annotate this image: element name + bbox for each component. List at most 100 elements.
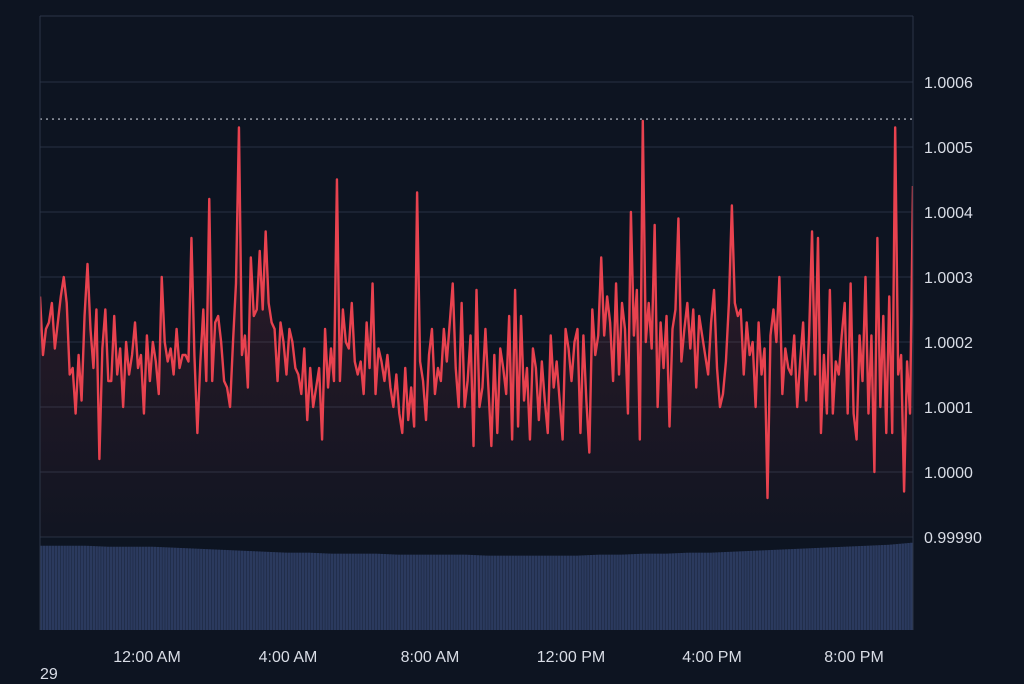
volume-bar bbox=[572, 555, 576, 630]
volume-bar bbox=[400, 554, 404, 630]
y-tick-label: 1.0002 bbox=[924, 335, 973, 352]
volume-bar bbox=[101, 546, 104, 630]
volume-bar bbox=[485, 555, 488, 630]
volume-bar bbox=[872, 545, 875, 630]
volume-bar bbox=[671, 553, 675, 630]
volume-bar bbox=[293, 552, 296, 630]
volume-bar bbox=[57, 545, 61, 630]
volume-bar bbox=[709, 552, 712, 630]
volume-bar bbox=[406, 554, 410, 630]
volume-bar bbox=[229, 550, 232, 630]
volume-bar bbox=[511, 555, 515, 630]
volume-bar bbox=[328, 553, 331, 630]
volume-bar bbox=[197, 548, 200, 630]
volume-bar bbox=[697, 552, 701, 630]
volume-bar bbox=[555, 555, 558, 630]
volume-bar bbox=[505, 555, 509, 630]
volume-bar bbox=[656, 553, 660, 630]
volume-bar bbox=[380, 553, 384, 630]
volume-bar bbox=[569, 555, 573, 630]
volume-bar bbox=[165, 547, 168, 630]
volume-bar bbox=[429, 554, 433, 630]
y-tick-label: 1.0005 bbox=[924, 140, 973, 157]
volume-bar bbox=[578, 555, 581, 630]
volume-bar bbox=[776, 549, 779, 630]
volume-bar bbox=[141, 546, 145, 630]
volume-bar bbox=[747, 550, 750, 630]
volume-bar bbox=[339, 553, 343, 630]
volume-bar bbox=[514, 555, 517, 630]
volume-bar bbox=[418, 554, 421, 630]
volume-bar bbox=[319, 553, 322, 630]
volume-bar bbox=[645, 553, 648, 630]
volume-bar bbox=[595, 554, 599, 630]
volume-bar bbox=[185, 548, 189, 630]
volume-bar bbox=[223, 549, 226, 630]
volume-bar bbox=[787, 549, 791, 630]
volume-bar bbox=[793, 548, 797, 630]
volume-bar bbox=[258, 551, 261, 630]
volume-bar bbox=[348, 553, 352, 630]
volume-bar bbox=[80, 545, 84, 630]
volume-bar bbox=[523, 555, 526, 630]
volume-bar bbox=[83, 545, 87, 630]
volume-bar bbox=[264, 551, 267, 630]
volume-bar bbox=[153, 546, 157, 630]
volume-bar bbox=[333, 553, 337, 630]
volume-bar bbox=[639, 553, 643, 630]
volume-bar bbox=[825, 547, 829, 630]
x-tick-label: 4:00 PM bbox=[682, 649, 742, 666]
volume-bar bbox=[784, 549, 788, 630]
volume-bar bbox=[517, 555, 520, 630]
volume-bar bbox=[674, 553, 677, 630]
volume-bar bbox=[904, 543, 907, 630]
volume-bar bbox=[121, 546, 125, 630]
volume-bar bbox=[281, 552, 285, 630]
volume-bar bbox=[575, 555, 579, 630]
volume-bar bbox=[409, 554, 413, 630]
volume-bar bbox=[403, 554, 407, 630]
volume-bar bbox=[686, 552, 689, 630]
volume-bar bbox=[907, 543, 910, 630]
volume-bar bbox=[651, 553, 654, 630]
volume-bar bbox=[51, 545, 55, 630]
volume-bar bbox=[540, 555, 544, 630]
x-tick-label: 12:00 AM bbox=[113, 649, 181, 666]
volume-bar bbox=[194, 548, 197, 630]
volume-bar bbox=[525, 555, 529, 630]
volume-bar bbox=[304, 552, 308, 630]
volume-bar bbox=[307, 552, 311, 630]
volume-bar bbox=[234, 550, 238, 630]
volume-bar bbox=[415, 554, 419, 630]
volume-bar bbox=[729, 551, 733, 630]
volume-bar bbox=[182, 548, 186, 630]
volume-bar bbox=[654, 553, 657, 630]
volume-bar bbox=[473, 555, 477, 630]
x-tick-label: 4:00 AM bbox=[259, 649, 318, 666]
volume-bar bbox=[563, 555, 567, 630]
volume-bar bbox=[613, 554, 616, 630]
volume-bar bbox=[534, 555, 538, 630]
volume-bar bbox=[115, 546, 119, 630]
volume-bar bbox=[598, 554, 602, 630]
volume-bar bbox=[351, 553, 354, 630]
volume-bar bbox=[66, 545, 69, 630]
volume-bar bbox=[130, 546, 133, 630]
y-tick-label: 1.0004 bbox=[924, 205, 973, 222]
volume-bar bbox=[718, 552, 721, 630]
volume-bar bbox=[680, 552, 683, 630]
volume-bar bbox=[237, 550, 241, 630]
y-tick-label: 1.0000 bbox=[924, 465, 973, 482]
volume-bar bbox=[773, 549, 776, 630]
volume-bar bbox=[325, 553, 328, 630]
volume-bar bbox=[616, 554, 619, 630]
volume-bar bbox=[371, 553, 375, 630]
volume-bar bbox=[232, 550, 235, 630]
volume-bar bbox=[275, 552, 279, 630]
volume-bar bbox=[799, 548, 803, 630]
volume-bar bbox=[869, 545, 872, 630]
volume-bar bbox=[86, 545, 90, 630]
volume-bar bbox=[592, 554, 596, 630]
volume-bar bbox=[447, 554, 451, 630]
